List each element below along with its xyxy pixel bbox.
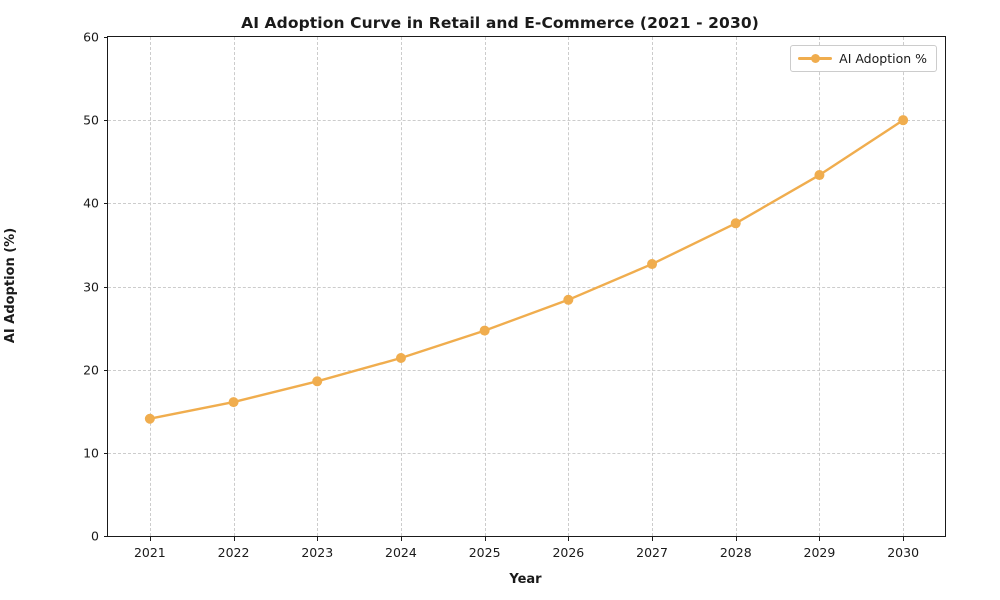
y-tick-label: 0 (91, 528, 99, 544)
x-tick-label: 2030 (887, 545, 920, 560)
x-tick-mark (903, 536, 905, 541)
gridline-vertical (568, 37, 570, 536)
x-tick-label: 2022 (217, 545, 250, 560)
gridline-horizontal (108, 120, 945, 122)
data-point-marker[interactable]: 2030: 50 (898, 115, 909, 126)
y-tick-label: 40 (83, 195, 99, 211)
gridline-vertical (735, 37, 737, 536)
y-tick-label: 10 (83, 445, 99, 461)
data-point-marker[interactable]: 2029: 43.4 (814, 170, 825, 181)
y-tick-label: 50 (83, 112, 99, 128)
chart-legend[interactable]: AI Adoption % (790, 45, 937, 72)
gridline-horizontal (108, 452, 945, 454)
y-tick-mark (103, 536, 108, 537)
y-tick-label: 60 (83, 29, 99, 45)
gridline-horizontal (108, 203, 945, 205)
gridline-vertical (149, 37, 151, 536)
y-tick-mark (103, 203, 108, 205)
x-tick-mark (149, 536, 151, 541)
gridline-horizontal (108, 369, 945, 371)
x-tick-label: 2029 (803, 545, 836, 560)
plot-area: 0 10 20 30 40 50 60 2021 2022 2023 2024 2025 2026 20… (83, 30, 946, 560)
x-tick-mark (652, 536, 654, 541)
data-point-marker[interactable]: 2023: 18.6 (312, 376, 323, 387)
y-axis-label-text: AI Adoption (%) (3, 227, 19, 344)
x-tick-mark (233, 536, 235, 541)
y-tick-label: 20 (83, 362, 99, 378)
data-point-marker[interactable]: 2024: 21.4 (395, 353, 406, 364)
x-tick-label: 2021 (133, 545, 166, 560)
data-point-marker[interactable]: 2027: 32.7 (647, 259, 658, 270)
gridline-vertical (484, 37, 486, 536)
x-tick-mark (735, 536, 737, 541)
x-tick-mark (317, 536, 319, 541)
gridline-vertical (652, 37, 654, 536)
y-axis-label: AI Adoption (%) (0, 36, 22, 535)
x-axis-label: Year (509, 572, 542, 587)
data-point-marker[interactable]: 2028: 37.6 (730, 218, 741, 229)
x-tick-label: 2026 (552, 545, 585, 560)
x-tick-mark (568, 536, 570, 541)
series-line (148, 118, 905, 420)
gridline-vertical (233, 37, 235, 536)
x-tick-label: 2023 (301, 545, 334, 560)
x-tick-label: 2028 (719, 545, 752, 560)
y-tick-mark (103, 120, 108, 122)
y-tick-label: 30 (83, 279, 99, 294)
chart-title: AI Adoption Curve in Retail and E-Commer… (241, 14, 759, 32)
x-tick-mark (400, 536, 402, 541)
data-point-marker[interactable]: 2022: 16.1 (228, 397, 239, 408)
y-tick-mark (103, 452, 108, 454)
y-tick-mark (103, 369, 108, 371)
series-layer: 2021: 14.1 2022: 16.1 2023: 18.6 2024: 21.4… (144, 115, 909, 424)
x-tick-label: 2025 (468, 545, 501, 560)
legend-entry-label: AI Adoption % (839, 51, 927, 66)
plot-inner: 0 10 20 30 40 50 60 2021 2022 2023 2024 2025 2026 20… (83, 30, 945, 560)
x-tick-label: 2024 (385, 545, 417, 560)
y-tick-mark (103, 37, 108, 38)
x-tick-mark (819, 536, 821, 541)
data-point-marker[interactable]: 2026: 28.4 (563, 294, 574, 305)
data-point-marker[interactable]: 2021: 14.1 (144, 413, 155, 424)
data-point-marker[interactable]: 2025: 24.7 (479, 325, 490, 336)
gridline-vertical (317, 37, 319, 536)
x-tick-mark (484, 536, 486, 541)
y-tick-mark (103, 286, 108, 288)
gridline-vertical (400, 37, 402, 536)
gridline-horizontal (108, 286, 945, 288)
gridline-vertical (903, 37, 905, 536)
legend-marker-icon (798, 52, 833, 66)
x-tick-label: 2027 (636, 545, 668, 560)
gridline-vertical (819, 37, 821, 536)
